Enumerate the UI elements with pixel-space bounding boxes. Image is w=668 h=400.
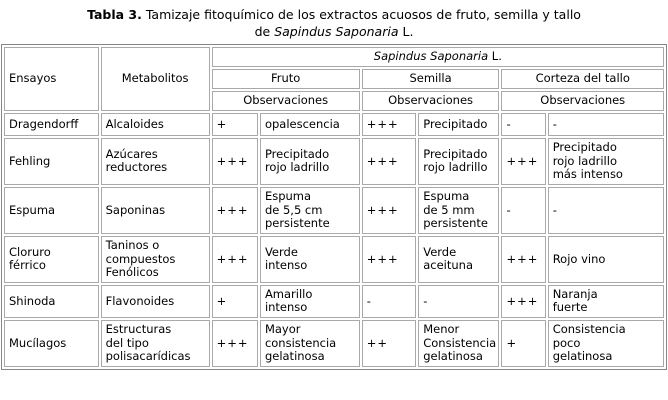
group-header-fruto: Fruto [211, 68, 360, 89]
species-name: Sapindus Saponaria [373, 49, 489, 63]
cell-corteza-obs: Rojo vino [547, 235, 664, 283]
cell-corteza-obs: Precipitado rojo ladrillo más intenso [547, 137, 664, 185]
cell-ensayo: Fehling [4, 137, 99, 185]
table-caption-text: Tamizaje fitoquímico de los extractos ac… [141, 7, 581, 22]
cell-metabolito: Azúcares reductores [100, 137, 210, 185]
cell-semilla-nivel: - [361, 284, 417, 318]
group-header-semilla: Semilla [361, 68, 500, 89]
cell-metabolito: Alcaloides [100, 112, 210, 136]
table-row-cloruro-ferrico: Cloruro férrico Taninos o compuestos Fen… [4, 235, 664, 283]
cell-corteza-nivel: +++ [501, 284, 546, 318]
cell-corteza-obs: - [547, 112, 664, 136]
legend: Leyenda: (+) Presencia escasa, (++) Pres… [2, 385, 668, 400]
table-row-mucilagos: Mucílagos Estructuras del tipo polisacar… [4, 319, 664, 367]
species-name: Sapindus Saponaria [274, 23, 399, 39]
cell-ensayo: Cloruro férrico [4, 235, 99, 283]
cell-fruto-obs: Mayor consistencia gelatinosa [259, 319, 360, 367]
cell-ensayo: Dragendorff [4, 112, 99, 136]
phytochemical-table: Ensayos Metabolitos Sapindus Saponaria L… [1, 43, 667, 370]
cell-fruto-nivel: +++ [211, 137, 258, 185]
table-caption-line1: Tabla 3. Tamizaje fitoquímico de los ext… [0, 7, 668, 24]
cell-metabolito: Estructuras del tipo polisacarídicas [100, 319, 210, 367]
cell-semilla-nivel: +++ [361, 186, 417, 234]
cell-semilla-nivel: +++ [361, 112, 417, 136]
cell-corteza-nivel: - [501, 112, 546, 136]
cell-corteza-nivel: +++ [501, 235, 546, 283]
table-row-dragendorff: Dragendorff Alcaloides + opalescencia ++… [4, 112, 664, 136]
header-row-observaciones: Observaciones Observaciones Observacione… [4, 90, 664, 111]
cell-corteza-obs: Naranja fuerte [547, 284, 664, 318]
table-caption: Tabla 3. Tamizaje fitoquímico de los ext… [0, 7, 668, 41]
cell-fruto-obs: Amarillo intenso [259, 284, 360, 318]
cell-fruto-nivel: + [211, 284, 258, 318]
header-row-groups: Fruto Semilla Corteza del tallo [4, 68, 664, 89]
cell-fruto-nivel: + [211, 112, 258, 136]
table-row-fehling: Fehling Azúcares reductores +++ Precipit… [4, 137, 664, 185]
cell-corteza-nivel: - [501, 186, 546, 234]
cell-fruto-nivel: +++ [211, 235, 258, 283]
table-number: Tabla 3. [87, 7, 142, 22]
cell-semilla-obs: Espuma de 5 mm persistente [418, 186, 500, 234]
obs-header-corteza: Observaciones [501, 90, 664, 111]
cell-corteza-obs: Consistencia poco gelatinosa [547, 319, 664, 367]
group-header-corteza: Corteza del tallo [501, 68, 664, 89]
column-header-species: Sapindus Saponaria L. [211, 46, 664, 67]
cell-fruto-nivel: +++ [211, 186, 258, 234]
cell-fruto-obs: Precipitado rojo ladrillo [259, 137, 360, 185]
table-row-shinoda: Shinoda Flavonoides + Amarillo intenso -… [4, 284, 664, 318]
obs-header-semilla: Observaciones [361, 90, 500, 111]
header-row-species: Ensayos Metabolitos Sapindus Saponaria L… [4, 46, 664, 111]
table-row-espuma: Espuma Saponinas +++ Espuma de 5,5 cm pe… [4, 186, 664, 234]
cell-semilla-obs: Menor Consistencia gelatinosa [418, 319, 500, 367]
table-caption-line2: de Sapindus Saponaria L. [254, 23, 414, 39]
cell-corteza-nivel: + [501, 319, 546, 367]
cell-ensayo: Mucílagos [4, 319, 99, 367]
cell-fruto-obs: Verde intenso [259, 235, 360, 283]
cell-fruto-obs: opalescencia [259, 112, 360, 136]
cell-fruto-obs: Espuma de 5,5 cm persistente [259, 186, 360, 234]
column-header-ensayos: Ensayos [4, 46, 99, 111]
cell-metabolito: Flavonoides [100, 284, 210, 318]
cell-corteza-nivel: +++ [501, 137, 546, 185]
cell-corteza-obs: - [547, 186, 664, 234]
cell-semilla-nivel: +++ [361, 137, 417, 185]
cell-semilla-obs: Precipitado [418, 112, 500, 136]
cell-semilla-nivel: ++ [361, 319, 417, 367]
cell-semilla-nivel: +++ [361, 235, 417, 283]
column-header-metabolitos: Metabolitos [100, 46, 210, 111]
cell-semilla-obs: Verde aceituna [418, 235, 500, 283]
cell-semilla-obs: Precipitado rojo ladrillo [418, 137, 500, 185]
cell-fruto-nivel: +++ [211, 319, 258, 367]
cell-metabolito: Saponinas [100, 186, 210, 234]
cell-ensayo: Espuma [4, 186, 99, 234]
obs-header-fruto: Observaciones [211, 90, 360, 111]
cell-semilla-obs: - [418, 284, 500, 318]
cell-metabolito: Taninos o compuestos Fenólicos [100, 235, 210, 283]
cell-ensayo: Shinoda [4, 284, 99, 318]
